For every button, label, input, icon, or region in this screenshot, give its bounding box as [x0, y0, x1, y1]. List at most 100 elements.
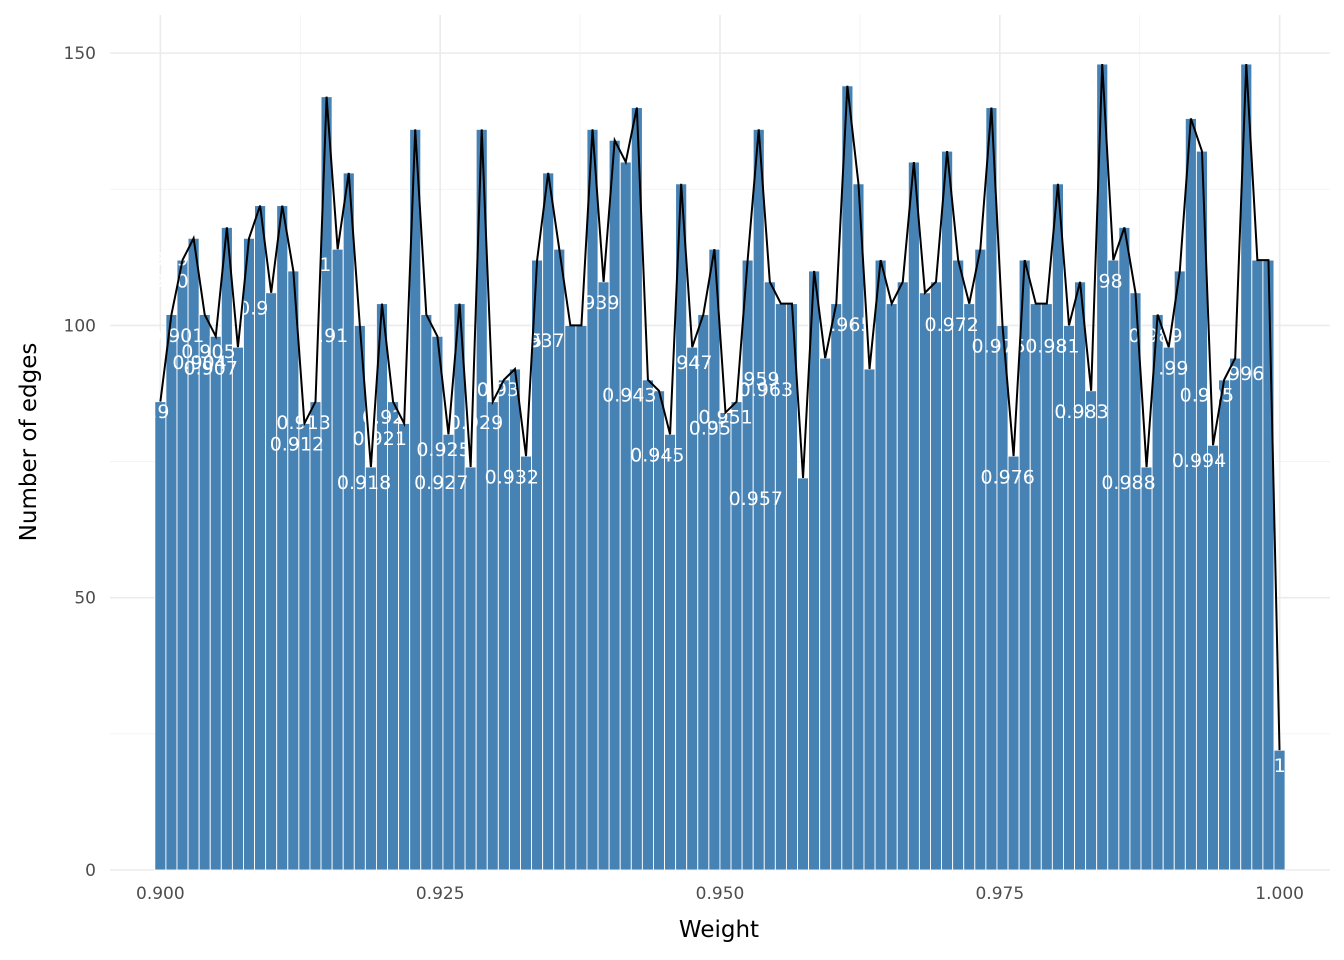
data-label: 0.976	[980, 466, 1034, 488]
histogram-bar	[996, 324, 1009, 871]
histogram-bar	[209, 335, 222, 871]
data-label: 0.932	[485, 466, 539, 488]
x-axis-title: Weight	[679, 917, 759, 943]
histogram-bar	[265, 292, 278, 871]
histogram-bar	[1251, 259, 1264, 871]
histogram-bar	[1184, 118, 1197, 871]
histogram-bar	[1040, 303, 1053, 871]
data-label: 0.972	[924, 314, 978, 336]
data-label: 0.963	[739, 379, 793, 401]
data-label: 0.912	[270, 434, 324, 456]
histogram-bar	[520, 455, 533, 871]
data-label: 0.929	[449, 412, 503, 434]
data-label: 0.918	[337, 472, 391, 494]
histogram-bar	[497, 379, 510, 871]
data-label: 0.945	[630, 445, 684, 467]
histogram-bar	[508, 368, 521, 871]
histogram-bar	[1140, 466, 1153, 871]
x-tick-label: 0.975	[975, 884, 1024, 904]
histogram-bar	[918, 292, 931, 871]
data-label: 0.935	[488, 330, 542, 352]
data-label: 0.905	[181, 341, 235, 363]
data-label: 0.95	[689, 417, 731, 439]
histogram-bar	[1151, 314, 1164, 871]
histogram-bar	[1085, 390, 1098, 871]
data-label: 0.965	[818, 314, 872, 336]
histogram-bar	[564, 324, 577, 871]
histogram-bar	[1162, 346, 1175, 871]
histogram-bar	[309, 401, 322, 871]
data-label: 0.9	[238, 298, 268, 320]
histogram-bar	[619, 161, 632, 871]
data-label: .9	[151, 401, 169, 423]
histogram-bar	[575, 324, 588, 871]
data-label: 1	[1274, 755, 1286, 777]
histogram-bar	[797, 477, 810, 871]
y-tick-label: 0	[85, 861, 96, 881]
histogram-bar	[154, 401, 167, 871]
data-label: 909	[152, 249, 188, 271]
data-label: 0.947	[658, 352, 712, 374]
frequency-line-layer	[159, 63, 1281, 751]
histogram-bar	[697, 314, 710, 871]
data-label: 98	[1099, 270, 1123, 292]
histogram-bar	[342, 172, 355, 871]
histogram-bar	[364, 466, 377, 871]
data-label: 0.943	[602, 385, 656, 407]
histogram-bar	[930, 281, 943, 871]
histogram-bar	[952, 259, 965, 871]
histogram-bar	[830, 303, 843, 871]
data-label: 0.927	[414, 472, 468, 494]
histogram-bar	[730, 401, 743, 871]
histogram-bar	[1051, 183, 1064, 871]
data-label: 0.994	[1172, 450, 1226, 472]
histogram-bar	[398, 422, 411, 871]
histogram-bar	[298, 422, 311, 871]
x-tick-label: 0.900	[136, 884, 185, 904]
y-axis-title: Number of edges	[16, 343, 42, 542]
histogram-bar	[1029, 303, 1042, 871]
histogram-bar	[586, 128, 599, 871]
histogram-bar	[276, 205, 289, 871]
tick-labels-layer: 0.900 0.925 0.950 0.975 1.000 0 50 100 150	[64, 44, 1304, 904]
histogram-bar	[453, 303, 466, 871]
data-label: 0.975	[971, 336, 1025, 358]
histogram-bar	[1007, 455, 1020, 871]
histogram-bar	[941, 150, 954, 871]
histogram-bar	[198, 314, 211, 871]
data-label: 900	[152, 270, 188, 292]
data-label: 0.92	[362, 406, 404, 428]
data-label: 0.91	[306, 325, 348, 347]
histogram-bar	[220, 226, 233, 871]
histogram-bar	[863, 368, 876, 871]
data-label: 0.981	[1025, 336, 1079, 358]
histogram-bar	[375, 303, 388, 871]
histogram-bar	[420, 314, 433, 871]
histogram-bar	[442, 433, 455, 871]
histogram-bar	[1262, 259, 1275, 871]
y-tick-label: 150	[64, 44, 96, 64]
data-label: .99	[1158, 357, 1188, 379]
x-tick-label: 0.925	[416, 884, 465, 904]
histogram-bar	[1229, 357, 1242, 871]
data-label: 0.996	[1210, 363, 1264, 385]
histogram-bar	[852, 183, 865, 871]
histogram-bar	[664, 433, 677, 871]
histogram-bar	[985, 107, 998, 871]
bars-layer	[154, 63, 1286, 871]
data-label: 0.901	[150, 325, 204, 347]
data-label: 0.957	[729, 488, 783, 510]
histogram-bar	[231, 346, 244, 871]
histogram-bar	[597, 281, 610, 871]
x-tick-label: 1.000	[1255, 884, 1304, 904]
histogram-bar	[885, 303, 898, 871]
data-label: 939	[583, 292, 619, 314]
data-label: 0.951	[698, 406, 752, 428]
histogram-bar	[708, 248, 721, 871]
data-label: 0.925	[416, 439, 470, 461]
data-label: 0.995	[1180, 385, 1234, 407]
histogram-bar	[1129, 292, 1142, 871]
data-label: 0.921	[353, 428, 407, 450]
data-label: 91	[307, 254, 331, 276]
